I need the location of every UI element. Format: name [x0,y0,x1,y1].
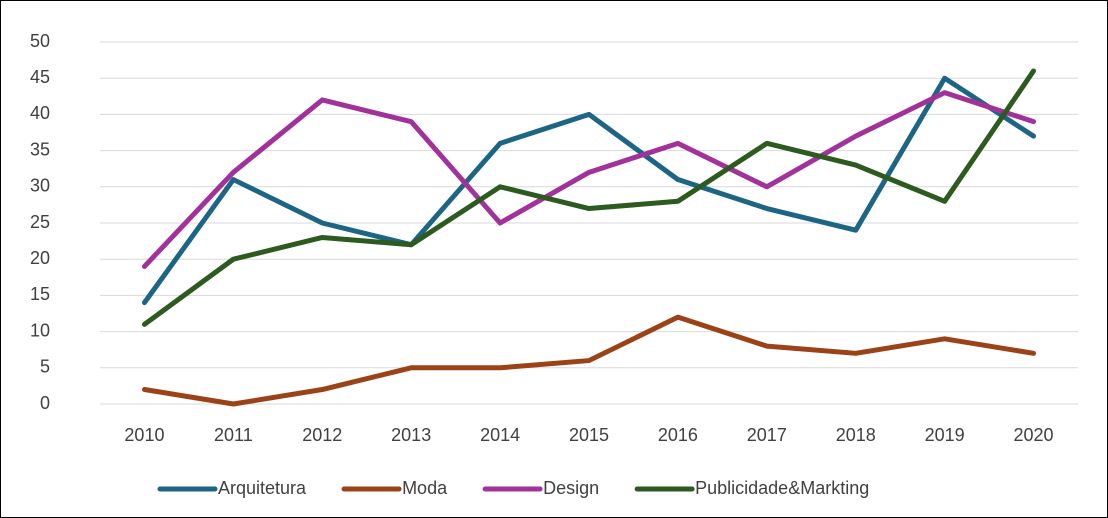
x-tick-label: 2017 [747,425,787,445]
legend-label: Design [543,478,599,498]
legend-label: Publicidade&Markting [695,478,869,498]
y-tick-label: 5 [40,357,50,377]
y-tick-label: 40 [30,103,50,123]
x-tick-label: 2015 [569,425,609,445]
x-tick-label: 2020 [1014,425,1054,445]
x-tick-label: 2011 [214,425,253,445]
x-tick-label: 2016 [658,425,698,445]
y-tick-label: 20 [30,248,50,268]
y-tick-label: 35 [30,139,50,159]
y-tick-label: 30 [30,176,50,196]
x-tick-label: 2013 [391,425,431,445]
x-tick-label: 2010 [124,425,164,445]
y-tick-label: 10 [30,320,50,340]
series-line [141,90,1037,269]
y-tick-label: 25 [30,212,50,232]
x-tick-label: 2014 [480,425,520,445]
legend-label: Moda [402,478,448,498]
y-tick-label: 45 [30,67,50,87]
x-tick-label: 2018 [836,425,876,445]
series-line [141,68,1037,327]
y-tick-label: 15 [30,284,50,304]
x-tick-label: 2019 [925,425,965,445]
x-tick-label: 2012 [302,425,342,445]
y-tick-label: 0 [40,393,50,413]
series-line [141,314,1037,407]
y-tick-label: 50 [30,31,50,51]
legend-label: Arquitetura [218,478,307,498]
